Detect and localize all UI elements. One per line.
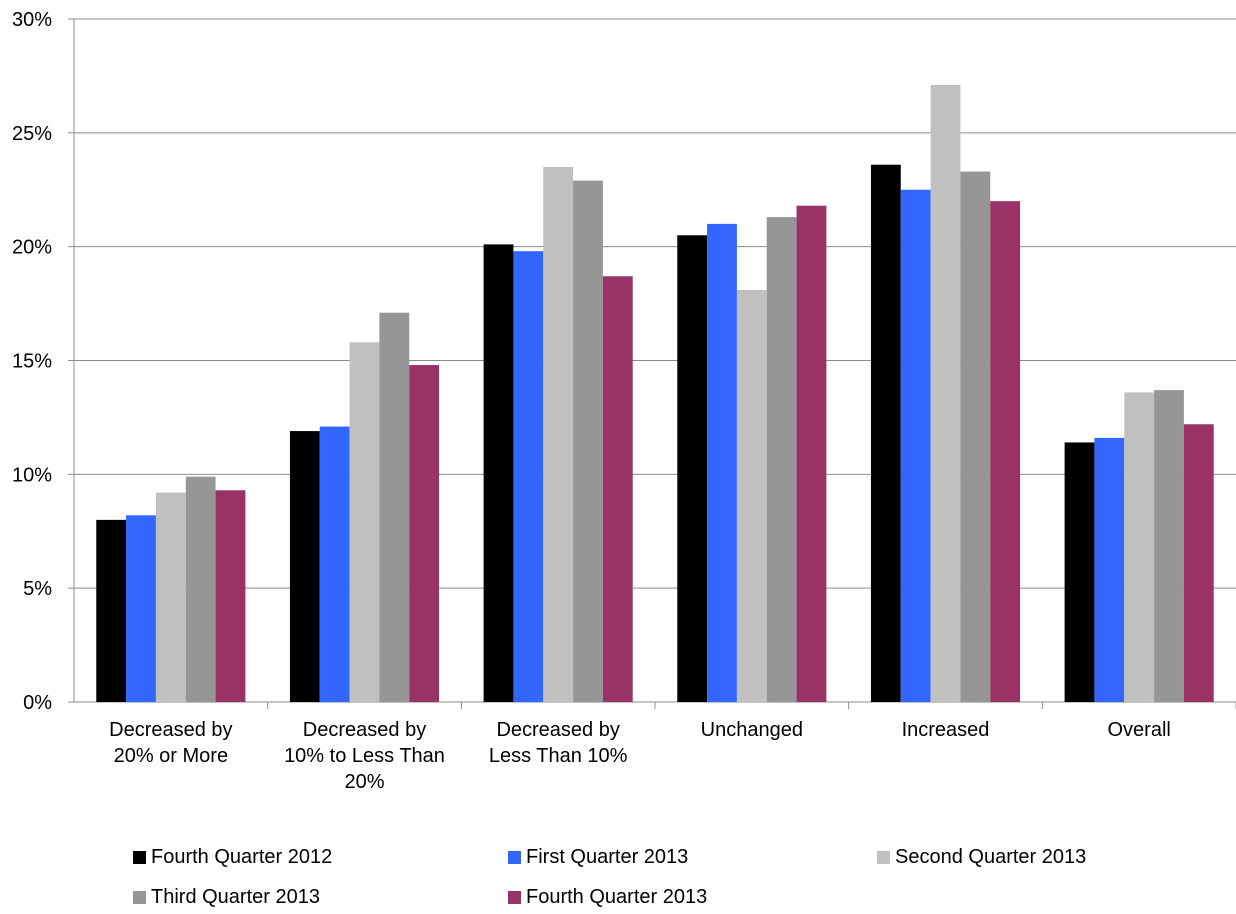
bar	[543, 166, 574, 702]
y-tick-label: 30%	[12, 9, 52, 31]
x-tick-label: 20% or More	[114, 745, 229, 767]
bar	[1094, 437, 1125, 702]
bar	[1124, 392, 1155, 702]
bar	[289, 431, 320, 702]
x-tick-label: Decreased by	[496, 719, 619, 741]
bar	[990, 201, 1021, 702]
bar	[1064, 442, 1095, 702]
bar	[1154, 390, 1184, 702]
bar	[126, 515, 156, 702]
bar	[96, 519, 127, 702]
bar	[185, 476, 216, 702]
y-tick-label: 10%	[12, 464, 52, 486]
bar	[155, 492, 186, 702]
bar	[900, 189, 931, 702]
bar	[1183, 424, 1214, 702]
bar	[870, 164, 901, 702]
x-tick-label: Decreased by	[303, 719, 426, 741]
bar	[483, 244, 514, 702]
x-tick-label: Increased	[902, 719, 990, 741]
bar	[513, 251, 544, 702]
bar	[930, 85, 961, 703]
bar	[960, 171, 991, 702]
bar	[409, 365, 440, 702]
bar	[379, 312, 410, 702]
y-tick-label: 0%	[23, 692, 52, 714]
bar	[215, 490, 246, 702]
bar	[677, 235, 708, 703]
bar	[573, 180, 603, 703]
x-tick-label: Decreased by	[109, 719, 232, 741]
y-tick-label: 5%	[23, 578, 52, 600]
x-tick-label: Unchanged	[701, 719, 803, 741]
y-tick-label: 20%	[12, 237, 52, 259]
bar	[707, 223, 737, 702]
bar	[602, 276, 633, 702]
x-tick-label: 10% to Less Than	[284, 745, 445, 767]
x-tick-label: Overall	[1107, 719, 1170, 741]
x-tick-label: 20%	[344, 771, 384, 793]
bar	[319, 426, 350, 702]
bar	[796, 205, 827, 703]
bar	[349, 342, 380, 702]
y-tick-label: 15%	[12, 351, 52, 373]
bar	[736, 289, 767, 702]
bar	[766, 217, 797, 702]
x-tick-label: Less Than 10%	[489, 745, 628, 767]
y-tick-label: 25%	[12, 123, 52, 145]
